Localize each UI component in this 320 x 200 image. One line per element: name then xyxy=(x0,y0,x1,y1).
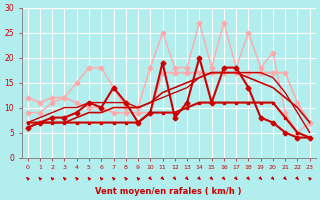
X-axis label: Vent moyen/en rafales ( km/h ): Vent moyen/en rafales ( km/h ) xyxy=(95,187,242,196)
